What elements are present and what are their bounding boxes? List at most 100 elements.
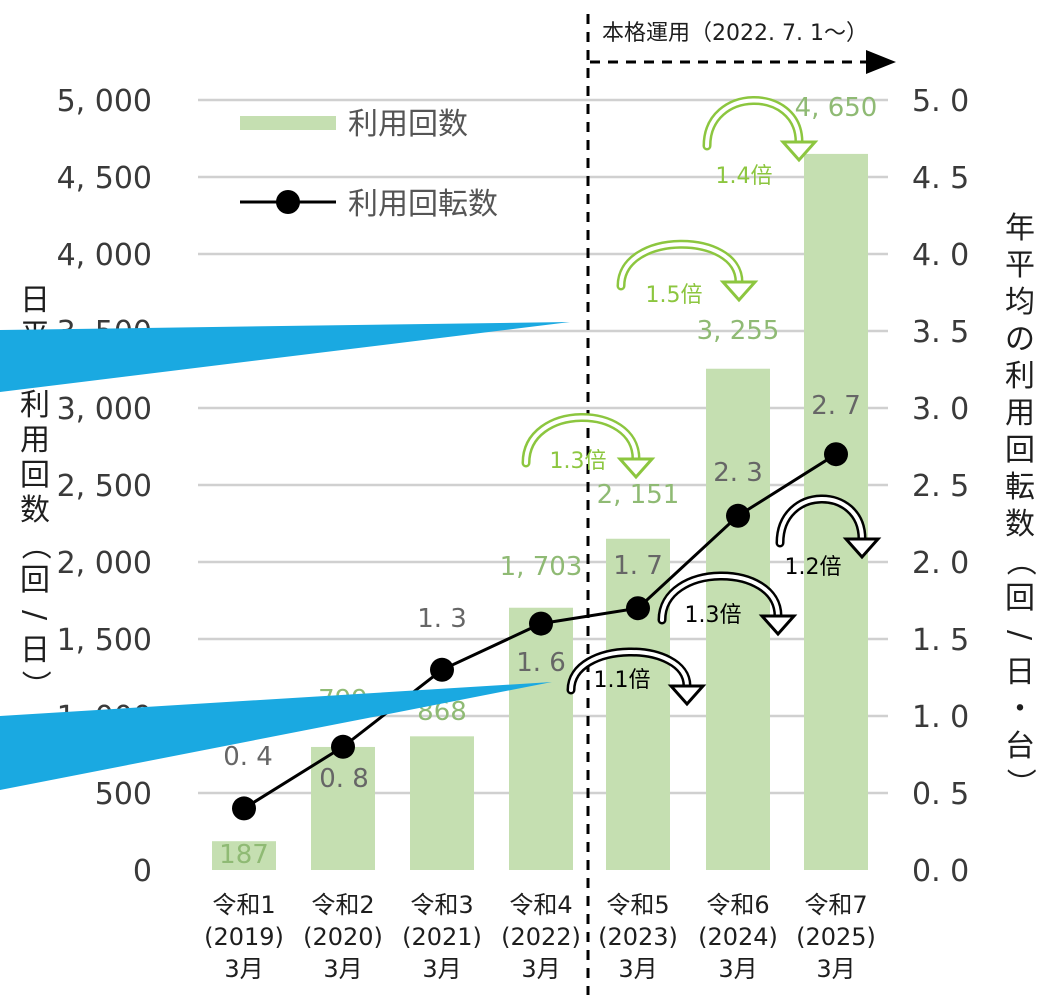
right-tick-label: 3. 5 — [912, 315, 969, 350]
category-label: (2023) — [598, 923, 678, 951]
bar-growth-label: 1.4倍 — [716, 164, 773, 189]
right-axis-title: 日 — [1005, 655, 1035, 690]
legend-line-marker — [276, 190, 300, 214]
bar — [606, 538, 670, 870]
line-value-label: 0. 4 — [223, 742, 273, 772]
right-tick-label: 3. 0 — [912, 392, 969, 427]
line-value-label: 1. 3 — [417, 604, 467, 634]
bar-value-label: 187 — [219, 840, 269, 870]
right-axis-title: 利 — [1005, 359, 1035, 394]
bar-growth-label: 1.3倍 — [550, 449, 607, 474]
line-value-label: 1. 7 — [613, 551, 663, 581]
category-label: 令和3 — [410, 891, 473, 919]
right-axis-title: 用 — [1005, 396, 1035, 431]
line-value-label: 2. 3 — [713, 458, 763, 488]
category-label: 令和6 — [706, 891, 769, 919]
bar — [804, 153, 868, 870]
category-label: (2020) — [303, 923, 383, 951]
right-tick-label: 5. 0 — [912, 84, 969, 119]
right-tick-label: 4. 0 — [912, 238, 969, 273]
left-axis-title: 日 — [20, 283, 50, 318]
left-axis-title: / — [17, 610, 52, 621]
growth-annotations: 1.3倍 1.5倍 1.4倍 1.1倍 1.3倍 1.2倍 — [521, 96, 882, 707]
line-growth-label: 1.1倍 — [594, 668, 651, 693]
left-tick-label: 3, 000 — [57, 392, 152, 427]
category-label: 令和5 — [606, 891, 669, 919]
right-tick-label: 1. 0 — [912, 700, 969, 735]
line-value-label: 0. 8 — [319, 764, 369, 794]
bar-value-label: 1, 703 — [500, 552, 583, 582]
bar — [212, 841, 276, 870]
operation-arrow-head — [866, 50, 896, 74]
bar-growth-arrow — [616, 239, 744, 291]
left-axis-title: 用 — [20, 423, 50, 458]
right-axis-title: 回 — [1005, 581, 1035, 616]
category-label: (2022) — [501, 923, 581, 951]
line-growth-label: 1.3倍 — [685, 603, 742, 628]
line-growth-arrow-head — [758, 614, 798, 637]
bar-growth-label: 1.5倍 — [646, 283, 703, 308]
line-series: 0. 4 0. 8 1. 3 1. 6 1. 7 2. 3 2. 7 — [223, 391, 861, 821]
left-tick-label: 500 — [95, 777, 152, 812]
right-axis-title: 数 — [1005, 507, 1035, 542]
category-label: 3月 — [521, 955, 560, 983]
right-axis-title: 台 — [1005, 729, 1035, 764]
right-axis-title: 均 — [1005, 285, 1035, 320]
bar-growth-arrow-head — [779, 140, 819, 163]
right-tick-label: 2. 0 — [912, 546, 969, 581]
callout-wedge — [0, 682, 552, 790]
line-point — [232, 796, 256, 821]
category-label: 令和2 — [311, 891, 374, 919]
right-tick-label: 2. 5 — [912, 469, 969, 504]
right-axis-title: 回 — [1005, 433, 1035, 468]
line-point — [529, 611, 553, 636]
bar-growth-arrow-inner — [705, 98, 801, 148]
left-axis-title: 回 — [20, 563, 50, 598]
right-tick-label: 0. 5 — [912, 777, 969, 812]
line-growth-arrow-head — [842, 537, 882, 560]
left-tick-label: 0 — [133, 854, 152, 889]
right-axis-title: 年 — [1005, 211, 1035, 246]
line-point — [726, 503, 750, 528]
category-label: 令和4 — [509, 891, 572, 919]
bar-growth-arrow-inner — [619, 242, 741, 288]
right-axis-title: の — [1005, 322, 1035, 357]
category-label: 3月 — [224, 955, 263, 983]
operation-label: 本格運用（2022. 7. 1～） — [602, 21, 868, 46]
legend-bar-label: 利用回数 — [348, 107, 468, 142]
legend-line-label: 利用回転数 — [348, 187, 498, 222]
category-label: (2021) — [402, 923, 482, 951]
line-growth-arrow-head — [667, 684, 707, 707]
right-axis-title: 転 — [1005, 470, 1035, 505]
right-axis-title: / — [1002, 630, 1037, 641]
left-tick-label: 2, 000 — [57, 546, 152, 581]
left-axis-title: 回 — [20, 458, 50, 493]
bar — [706, 368, 770, 870]
category-label: 3月 — [618, 955, 657, 983]
left-tick-label: 1, 500 — [57, 623, 152, 658]
right-axis-title: ） — [1002, 768, 1037, 798]
legend-bar-swatch — [240, 116, 336, 130]
category-label: 3月 — [422, 955, 461, 983]
left-axis-title: 数 — [20, 493, 50, 528]
right-axis-title: 平 — [1005, 248, 1035, 283]
category-label: 3月 — [718, 955, 757, 983]
left-tick-label: 5, 000 — [57, 84, 152, 119]
right-axis-title: ・ — [1005, 692, 1035, 727]
x-axis-labels: 令和1 (2019) 3月 令和2 (2020) 3月 令和3 (2021) 3月 令和4 (202… — [204, 891, 876, 983]
left-axis-title: ） — [17, 670, 52, 700]
right-tick-label: 0. 0 — [912, 854, 969, 889]
line-point — [430, 657, 454, 682]
category-label: 令和1 — [212, 891, 275, 919]
category-label: 3月 — [323, 955, 362, 983]
bar-growth-arrow-head — [616, 457, 656, 480]
left-tick-label: 4, 500 — [57, 161, 152, 196]
line-growth-arrow-inner — [660, 574, 780, 622]
category-label: (2025) — [796, 923, 876, 951]
line-value-label: 2. 7 — [811, 391, 861, 421]
category-label: 令和7 — [804, 891, 867, 919]
left-tick-label: 2, 500 — [57, 469, 152, 504]
